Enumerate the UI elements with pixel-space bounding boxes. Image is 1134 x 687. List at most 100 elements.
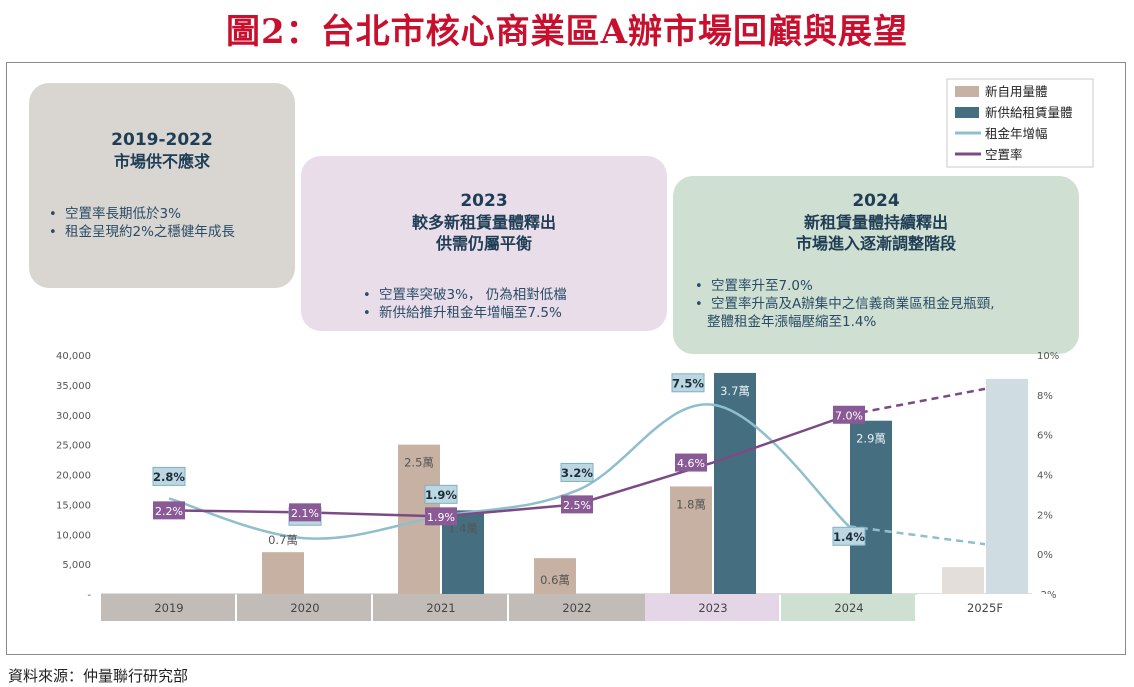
line-vacancy-forecast	[848, 387, 986, 416]
rent-growth-label-bg	[560, 462, 594, 482]
bar-label-owner: 2.5萬	[404, 456, 434, 470]
vacancy-label-2019: 2.2%	[153, 501, 185, 520]
vacancy-label-2022: 2.5%	[561, 495, 593, 514]
chart-frame: 2019-2022 市場供不應求 • 空置率長期低於3% • 租金呈現約2%之穩健年成長 2…	[6, 62, 1126, 655]
y-tick-label: 5,000	[62, 560, 91, 571]
y2-tick-label: 10%	[1037, 351, 1059, 362]
phase-subtitle: 市場供不應求	[114, 152, 211, 171]
legend-swatch-1	[955, 107, 979, 118]
phase-title: 2023	[460, 191, 507, 211]
y-tick-label: 30,000	[56, 411, 91, 422]
phase-bullet: 租金呈現約2%之穩健年成長	[65, 224, 235, 240]
data-labels: 0.7萬2.5萬1.4萬0.6萬1.8萬3.7萬2.9萬2.8%0.8%1.9%…	[152, 373, 886, 587]
category-band-2019	[101, 594, 235, 621]
legend-label-3: 空置率	[985, 147, 1023, 162]
phase-title: 2019-2022	[111, 130, 213, 150]
category-band-2025F	[917, 594, 1051, 621]
phase-bullet-dot: •	[363, 306, 371, 321]
y-tick-label: 40,000	[56, 351, 91, 362]
phase-bullet-dot: •	[49, 207, 57, 222]
phase-bullet: 空置率升高及A辦集中之信義商業區租金見瓶頸,	[711, 295, 995, 312]
vacancy-label-bg	[153, 501, 185, 520]
bar-label-owner: 1.8萬	[676, 497, 706, 511]
vacancy-label-bg	[833, 405, 865, 424]
phase-subtitle: 新租賃量體持續釋出	[804, 213, 948, 232]
bar-leasing-2023	[714, 372, 756, 594]
phase-box-0: 2019-2022 市場供不應求 • 空置率長期低於3% • 租金呈現約2%之穩健年成長	[29, 83, 295, 288]
phase-bullet: 整體租金年漲幅壓縮至1.4%	[707, 314, 876, 330]
rent-growth-label-2023: 7.5%	[671, 373, 705, 393]
bar-owner-2023	[670, 486, 712, 594]
vacancy-label-text: 2.2%	[155, 505, 183, 518]
bar-label-leasing: 3.7萬	[720, 384, 750, 398]
y-tick-label: 20,000	[56, 471, 91, 482]
y2-tick-label: 6%	[1037, 431, 1053, 442]
line-marks	[168, 387, 986, 546]
y2-tick-label: 0%	[1037, 550, 1053, 561]
phase-bullet: 新供給推升租金年增幅至7.5%	[379, 305, 562, 321]
bar-label-owner: 0.7萬	[268, 533, 298, 547]
vacancy-label-bg	[561, 495, 593, 514]
phase-bullet: 空置率升至7.0%	[711, 277, 813, 294]
x-tick-label: 2025F	[967, 601, 1003, 615]
y-tick-label: 35,000	[56, 381, 91, 392]
rent-growth-label-bg	[152, 466, 186, 486]
rent-growth-label-2021: 1.9%	[424, 484, 458, 504]
y-tick-label: 15,000	[56, 500, 91, 511]
phase-subtitle: 較多新租賃量體釋出	[412, 213, 556, 232]
phase-boxes: 2019-2022 市場供不應求 • 空置率長期低於3% • 租金呈現約2%之穩健年成長 2…	[29, 83, 1079, 354]
phase-bullet-dot: •	[695, 279, 703, 294]
rent-growth-label-text: 1.4%	[833, 530, 865, 544]
rent-growth-label-text: 2.8%	[153, 470, 185, 484]
chart-canvas: 2019-2022 市場供不應求 • 空置率長期低於3% • 租金呈現約2%之穩健年成長 2…	[29, 78, 1094, 621]
x-tick-label: 2021	[426, 601, 455, 615]
bar-label-leasing: 2.9萬	[856, 432, 886, 446]
x-tick-label: 2019	[154, 601, 183, 615]
vacancy-label-2021: 1.9%	[425, 507, 457, 526]
category-band-2021	[373, 594, 507, 621]
legend-label-1: 新供給租賃量體	[985, 105, 1073, 120]
rent-growth-label-text: 7.5%	[672, 376, 704, 390]
bar-marks	[262, 372, 1028, 594]
line-rent-growth	[168, 403, 850, 540]
legend-label-2: 租金年增幅	[985, 126, 1048, 141]
category-band-2022	[509, 594, 645, 621]
phase-subtitle: 供需仍屬平衡	[435, 234, 532, 253]
y-tick-label: -	[87, 590, 91, 601]
rent-growth-label-bg	[424, 484, 458, 504]
category-band-2024	[781, 594, 915, 621]
rent-growth-label-bg	[832, 526, 866, 546]
y2-tick-label: 2%	[1037, 510, 1053, 521]
bar-owner-2025F	[942, 567, 984, 594]
category-band-2020	[237, 594, 371, 621]
y2-tick-label: 4%	[1037, 471, 1053, 482]
vacancy-label-text: 2.5%	[563, 499, 591, 512]
phase-bullet-dot: •	[695, 297, 703, 312]
bar-leasing-2024	[850, 420, 892, 594]
legend-swatch-0	[955, 86, 979, 97]
rent-growth-label-2022: 3.2%	[560, 462, 594, 482]
vacancy-label-text: 4.6%	[677, 457, 705, 470]
figure-title: 圖2：台北市核心商業區A辦市場回顧與展望	[225, 12, 909, 52]
bar-label-owner: 0.6萬	[540, 573, 570, 587]
bar-owner-2020	[262, 552, 304, 594]
vacancy-label-bg	[675, 453, 707, 472]
legend-label-0: 新自用量體	[985, 84, 1048, 99]
phase-bullet: 空置率長期低於3%	[65, 205, 181, 222]
bar-leasing-2025F	[986, 378, 1028, 594]
x-tick-label: 2024	[834, 601, 863, 615]
vacancy-label-text: 7.0%	[835, 409, 863, 422]
vacancy-label-2024: 7.0%	[833, 405, 865, 424]
phase-bullet: 空置率突破3%， 仍為相對低檔	[379, 286, 567, 303]
rent-growth-label-bg	[671, 373, 705, 393]
phase-box-bg	[301, 156, 667, 331]
rent-growth-label-2019: 2.8%	[152, 466, 186, 486]
line-rent-growth-forecast	[848, 525, 986, 546]
bar-owner-2022	[534, 558, 576, 594]
category-band-2023	[645, 594, 779, 621]
rent-growth-label-2024: 1.4%	[832, 526, 866, 546]
y-tick-label: 25,000	[56, 441, 91, 452]
